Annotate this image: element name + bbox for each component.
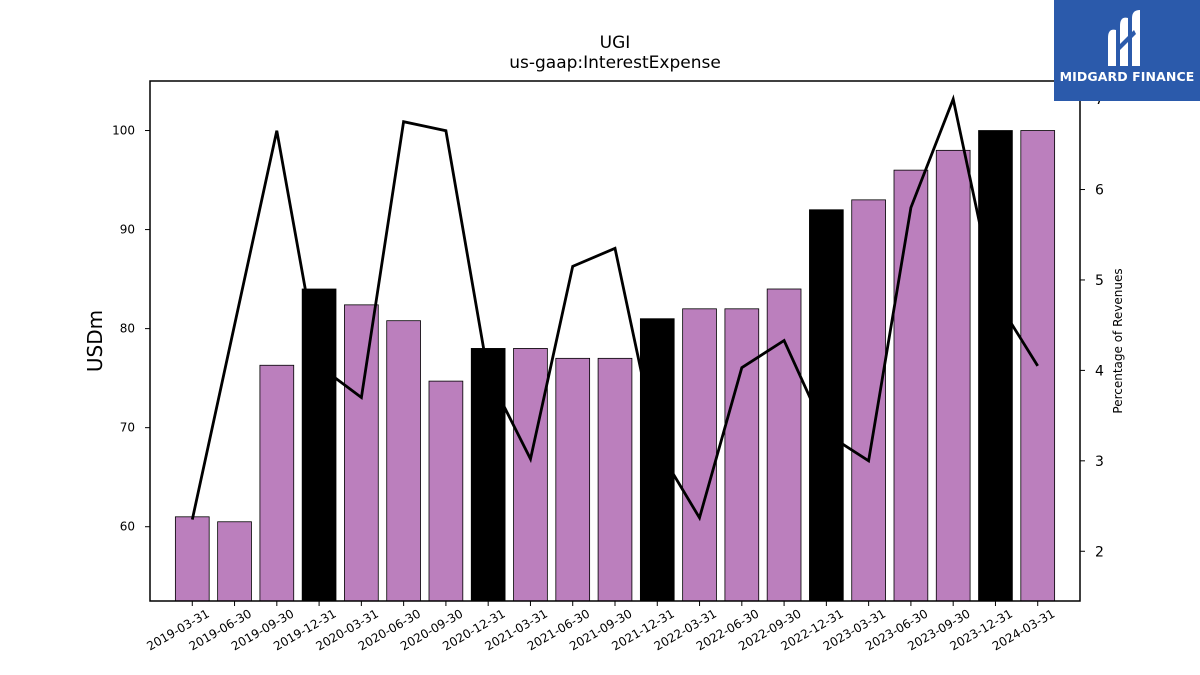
bar: [174, 516, 210, 602]
bar: [386, 320, 421, 602]
y-tick-label: 100: [112, 124, 135, 138]
y2-tick-label: 4: [1095, 363, 1104, 379]
logo-mark-icon: [1108, 10, 1140, 66]
bar: [893, 169, 929, 602]
line-series: [190, 94, 1039, 522]
bar: [766, 288, 802, 602]
bar: [217, 521, 252, 602]
bar: [639, 318, 675, 602]
bar: [597, 357, 633, 602]
bar: [259, 364, 295, 602]
bar: [301, 288, 337, 602]
series-line: [190, 94, 1039, 522]
chart-subtitle: us-gaap:InterestExpense: [509, 53, 721, 73]
bar: [555, 357, 591, 602]
midgard-finance-logo: MIDGARD FINANCE: [1054, 0, 1200, 101]
y2-axis-label: Percentage of Revenues: [1111, 268, 1125, 413]
bar: [682, 308, 717, 602]
y-tick-label: 60: [120, 520, 135, 534]
chart-title: UGI: [600, 33, 631, 53]
bar: [428, 380, 464, 602]
y2-tick-label: 3: [1095, 454, 1104, 470]
y2-tick-label: 5: [1095, 273, 1104, 289]
logo-text: MIDGARD FINANCE: [1059, 69, 1195, 84]
bar-series: [174, 130, 1056, 602]
y-tick-label: 70: [120, 421, 135, 435]
bar: [470, 348, 506, 602]
bar: [513, 348, 548, 602]
y-tick-label: 90: [120, 223, 135, 237]
y2-tick-label: 2: [1095, 544, 1104, 560]
bar: [935, 149, 971, 602]
y-tick-label: 80: [120, 322, 135, 336]
y-axis-label: USDm: [83, 310, 107, 372]
bar: [344, 304, 379, 602]
y2-tick-label: 6: [1095, 183, 1104, 199]
bar: [851, 199, 886, 602]
bar: [724, 308, 760, 602]
bar: [978, 130, 1013, 602]
bar: [809, 209, 844, 602]
